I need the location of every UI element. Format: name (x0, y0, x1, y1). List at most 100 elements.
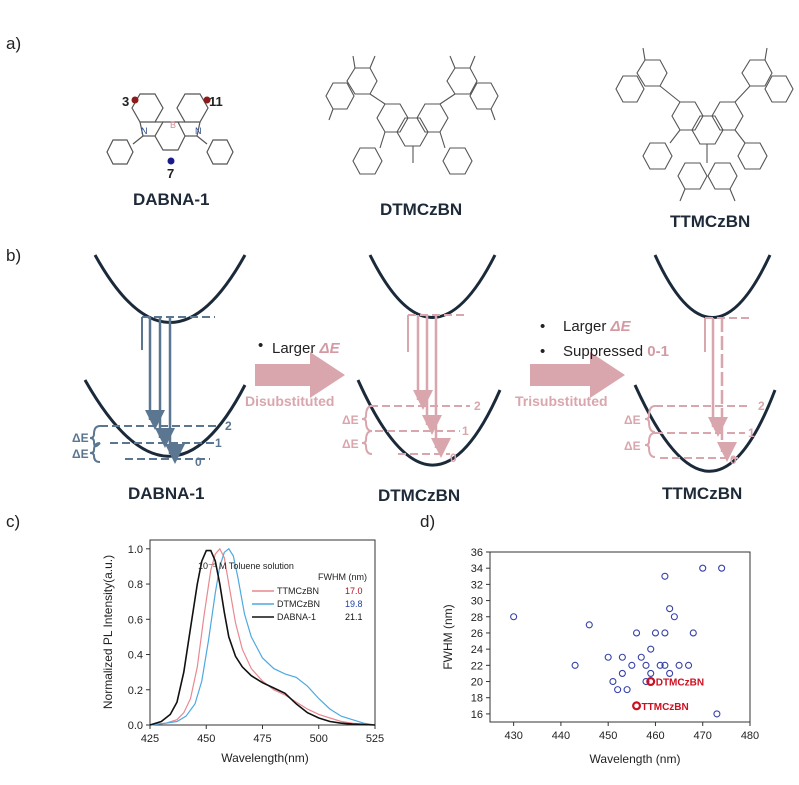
scatter-point (661, 572, 669, 580)
bullet-dot: • (540, 318, 546, 335)
point-dtmczbn (646, 677, 656, 687)
y-tick-label: 20 (471, 677, 483, 689)
x-tick-label: 440 (552, 730, 570, 742)
scatter-point (699, 564, 707, 572)
position-11-marker (203, 96, 211, 104)
scatter-point (642, 677, 650, 686)
bullet-larger-delta-e: Larger ΔE (272, 340, 340, 357)
scatter-point (666, 605, 674, 613)
panel-label-c: c) (6, 512, 21, 531)
series-line-dtmczbn (149, 547, 376, 726)
x-axis-label: Wavelength (nm) (590, 752, 681, 766)
nitrogen-atom-left: N (141, 126, 148, 136)
ttmczbn-diagram: ΔE ΔE 2 1 0 (624, 254, 777, 473)
point-ttmczbn (632, 701, 642, 711)
scatter-point (623, 686, 631, 694)
level-2-label: 2 (225, 419, 232, 433)
delta-e-label-upper: ΔE (72, 431, 89, 445)
scatter-point (675, 661, 683, 669)
nitrogen-atom-right: N (195, 126, 202, 136)
y-axis-label: FWHM (nm) (441, 604, 455, 669)
plot-frame (489, 551, 751, 723)
y-tick-label: 0.0 (128, 720, 143, 732)
delta-e-label-lower: ΔE (72, 447, 89, 461)
scatter-point (618, 653, 626, 661)
dabna-structure: B N N 3 11 7 (106, 93, 234, 181)
bullet-suppressed-0-1: Suppressed 0-1 (563, 343, 669, 360)
bullet-larger-delta-e-1: • (258, 337, 263, 354)
series-line-ttmczbn (149, 547, 376, 726)
series-line-dabna-1 (149, 549, 376, 726)
y-tick-label: 36 (471, 547, 483, 559)
dtmczbn-structure (325, 55, 499, 175)
panel-label-a: a) (6, 34, 22, 53)
scatter-point (684, 661, 693, 669)
y-tick-label: 18 (471, 693, 483, 705)
diagram-name-dabna: DABNA-1 (128, 484, 205, 503)
scatter-point (651, 629, 660, 637)
excited-state-curve (93, 254, 247, 324)
y-tick-label: 0.6 (128, 614, 143, 626)
level-1-label: 1 (462, 424, 469, 438)
trisubstituted-arrow (530, 352, 625, 398)
y-tick-label: 22 (471, 660, 483, 672)
y-tick-label: 1.0 (128, 544, 143, 556)
bullet-suffix: 0-1 (647, 343, 669, 360)
panel-label-b: b) (6, 246, 22, 265)
scatter-point (637, 653, 645, 661)
legend-label: TTMCzBN (277, 586, 319, 596)
delta-e-label-upper: ΔE (624, 413, 641, 427)
scatter-point (604, 653, 612, 661)
dabna-diagram: ΔE ΔE 2 1 0 (72, 254, 247, 469)
legend-label: DTMCzBN (277, 599, 320, 609)
y-tick-label: 26 (471, 628, 483, 640)
scatter-point (618, 669, 626, 677)
dtmczbn-name: DTMCzBN (380, 200, 463, 219)
y-tick-label: 16 (471, 709, 483, 721)
legend-fwhm-value: 21.1 (345, 612, 363, 622)
level-2-label: 2 (758, 399, 765, 413)
y-tick-label: 30 (471, 596, 483, 608)
level-0-label: 0 (450, 451, 457, 465)
scatter-point (718, 564, 726, 572)
diagram-name-ttmczbn: TTMCzBN (662, 484, 743, 503)
level-0-label: 0 (730, 453, 737, 467)
disubstituted-label: Disubstituted (245, 393, 334, 409)
scatter-point (661, 629, 669, 637)
legend-fwhm-value: 17.0 (345, 586, 363, 596)
y-tick-label: 28 (471, 612, 483, 624)
bullet-prefix: Larger (272, 340, 320, 357)
level-2-label: 2 (474, 399, 481, 413)
fwhm-scatter-chart: 16 18 20 22 24 26 28 30 32 34 36 430 440 450 460 470 48… (441, 547, 759, 766)
scatter-point (647, 645, 655, 653)
position-3-marker (131, 96, 139, 104)
scatter-point (609, 677, 617, 686)
pl-spectra-chart: 0.0 0.2 0.4 0.6 0.8 1.0 425 450 475 500 525 10⁻⁵ … (101, 539, 384, 765)
bullet-emphasis: ΔE (610, 318, 631, 335)
scatter-point (666, 669, 674, 677)
x-tick-label: 525 (366, 733, 384, 745)
x-tick-label: 470 (694, 730, 712, 742)
scatter-point (628, 661, 636, 669)
scatter-point (614, 686, 622, 694)
scatter-point (647, 669, 655, 677)
position-7-label: 7 (167, 166, 174, 181)
x-tick-label: 480 (741, 730, 759, 742)
y-tick-label: 24 (471, 644, 483, 656)
disubstituted-arrow (255, 352, 345, 398)
bullet-prefix: Suppressed (563, 343, 648, 360)
scatter-point (642, 661, 650, 669)
ttmczbn-structure (615, 47, 794, 202)
x-tick-label: 500 (310, 733, 328, 745)
scatter-point (571, 661, 579, 669)
level-1-label: 1 (748, 426, 755, 440)
bullet-dot: • (540, 343, 546, 360)
position-11-label: 11 (209, 94, 223, 109)
scatter-point (510, 613, 518, 621)
bullet-emphasis: ΔE (319, 340, 340, 357)
legend-title: 10⁻⁵ M Toluene solution (198, 561, 294, 571)
y-tick-label: 0.8 (128, 579, 143, 591)
x-tick-label: 450 (197, 733, 215, 745)
bullet-prefix: Larger (563, 318, 611, 335)
x-axis-label: Wavelength(nm) (221, 751, 309, 765)
